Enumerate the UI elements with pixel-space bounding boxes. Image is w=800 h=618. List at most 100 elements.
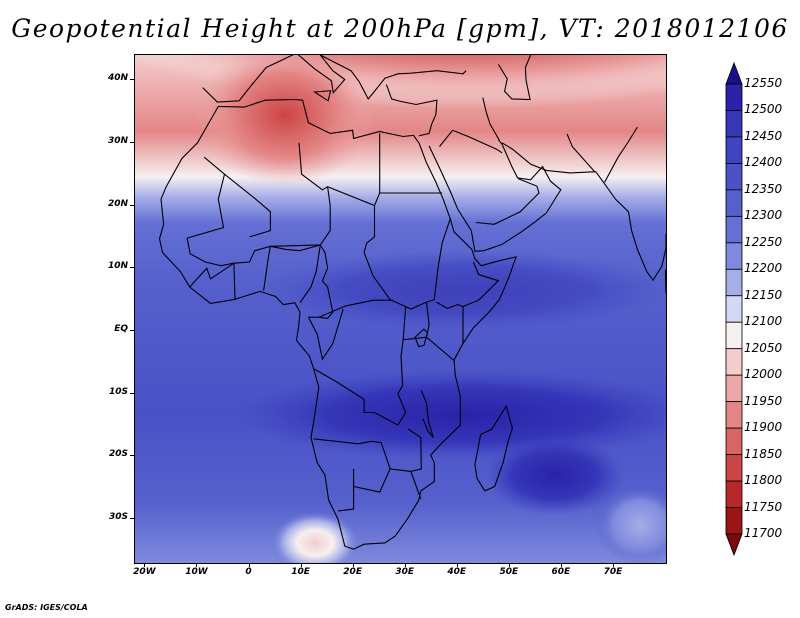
- lat-tick-label: 10N: [107, 261, 128, 272]
- colorbar-level-label: 11900: [744, 420, 783, 435]
- lon-tick-label: 20E: [343, 567, 362, 577]
- field-equatorial-band: [265, 250, 665, 330]
- border-saudi-yemen: [475, 178, 540, 225]
- colorbar-level-label: 11800: [744, 473, 783, 488]
- turkey-levant-coast: [385, 84, 438, 137]
- colorbar-segment: [725, 321, 743, 350]
- colorbar-segment: [725, 163, 743, 191]
- iran-coastline: [501, 142, 666, 282]
- coastlines: [158, 55, 666, 550]
- colorbar-level-label: 12000: [744, 367, 783, 382]
- colorbar-level-label: 11950: [744, 393, 783, 408]
- caspian-coast: [497, 55, 532, 101]
- border-ethiopia-somalia: [462, 261, 500, 308]
- lon-tick-mark: [196, 563, 198, 567]
- lat-tick-label: 30S: [108, 512, 128, 523]
- arabia-coastline: [428, 139, 562, 252]
- border-kenya-somalia: [436, 301, 464, 344]
- colorbar-level-label: 11750: [744, 499, 783, 514]
- lake-victoria: [414, 328, 429, 348]
- lat-tick-mark: [130, 267, 134, 269]
- colorbar-level-label: 12300: [744, 208, 783, 223]
- lon-tick-mark: [612, 563, 614, 567]
- colorbar-segment: [725, 268, 743, 297]
- colorbar-segment: [725, 454, 743, 482]
- lat-tick-mark: [130, 79, 134, 81]
- lat-tick-label: EQ: [114, 323, 128, 334]
- map-plot-area: [134, 54, 667, 564]
- field-red-lobe-west: [195, 55, 375, 185]
- lat-tick-mark: [130, 518, 134, 520]
- colorbar-level-label: 12050: [744, 340, 783, 355]
- geopotential-map: [135, 55, 666, 563]
- colorbar-segment: [725, 401, 743, 429]
- colorbar-segment: [725, 136, 743, 164]
- lon-tick-label: 40E: [447, 567, 467, 577]
- field-se-anomaly: [595, 485, 666, 563]
- border-nigeria: [263, 244, 321, 304]
- border-sahara-2: [224, 173, 271, 238]
- sri-lanka-coastline: [664, 269, 666, 294]
- border-iraq-iran: [482, 97, 500, 141]
- colorbar-level-label: 12250: [744, 234, 783, 249]
- colorbar-segment: [725, 480, 743, 508]
- colorbar-top-arrow: [725, 62, 743, 85]
- border-drc-east: [313, 306, 407, 426]
- colorbar-level-label: 12550: [744, 76, 783, 90]
- lat-tick-mark: [130, 455, 134, 457]
- border-west-africa: [186, 237, 321, 267]
- lat-tick-mark: [130, 141, 134, 143]
- lon-tick-mark: [300, 563, 302, 567]
- colorbar-segment: [725, 110, 743, 138]
- colorbar-level-label: 12200: [744, 261, 783, 276]
- border-afghan-pak: [566, 133, 596, 173]
- border-zambia-mozambique: [407, 428, 422, 472]
- lat-tick-mark: [130, 392, 134, 394]
- colorbar-segment: [725, 242, 743, 270]
- colorbar-segment: [725, 83, 743, 111]
- lat-tick-label: 20N: [107, 198, 128, 209]
- field-sw-anomaly: [270, 511, 360, 563]
- lon-tick-label: 20W: [133, 567, 156, 577]
- colorbar-level-label: 11850: [744, 446, 783, 461]
- lon-tick-label: 30E: [395, 567, 415, 577]
- lon-tick-label: 60E: [551, 567, 571, 577]
- border-india-pak: [604, 126, 638, 183]
- colorbar-segment: [725, 215, 743, 244]
- field-high-height-core: [485, 435, 625, 515]
- lat-tick-mark: [130, 329, 134, 331]
- lon-tick-label: 0: [245, 567, 252, 577]
- colorbar-level-label: 12350: [744, 181, 783, 196]
- lat-tick-label: 30N: [107, 135, 128, 146]
- border-central-1: [318, 299, 393, 318]
- lon-tick-label: 70E: [603, 567, 623, 577]
- lon-tick-mark: [248, 563, 250, 567]
- border-congo: [307, 308, 344, 361]
- colorbar: [725, 62, 743, 556]
- border-saudi: [439, 129, 503, 154]
- colorbar-level-label: 12500: [744, 102, 783, 117]
- colorbar-segment: [725, 295, 743, 323]
- colorbar-segment: [725, 348, 743, 376]
- lon-tick-label: 10W: [185, 567, 208, 577]
- border-sahara-1: [186, 156, 226, 239]
- border-namibia-bots: [337, 468, 355, 512]
- africa-coastline: [158, 98, 517, 550]
- italy-sicily: [312, 90, 332, 102]
- lat-tick-label: 20S: [108, 449, 128, 460]
- lon-tick-mark: [508, 563, 510, 567]
- colorbar-segment: [725, 507, 743, 535]
- lon-tick-mark: [404, 563, 406, 567]
- colorbar-segment: [725, 427, 743, 455]
- colorbar-segment: [725, 189, 743, 217]
- border-west-africa-2: [189, 262, 236, 300]
- map-title: Geopotential Height at 200hPa [gpm], VT:…: [11, 14, 789, 43]
- colorbar-level-label: 12150: [744, 287, 783, 302]
- border-niger-chad: [308, 186, 334, 319]
- madagascar-coastline: [474, 404, 513, 492]
- lon-tick-mark: [560, 563, 562, 567]
- colorbar-segment: [725, 374, 743, 403]
- border-chad-sudan: [363, 205, 452, 310]
- colorbar-level-label: 12450: [744, 128, 783, 143]
- border-rsa-bots: [353, 468, 391, 493]
